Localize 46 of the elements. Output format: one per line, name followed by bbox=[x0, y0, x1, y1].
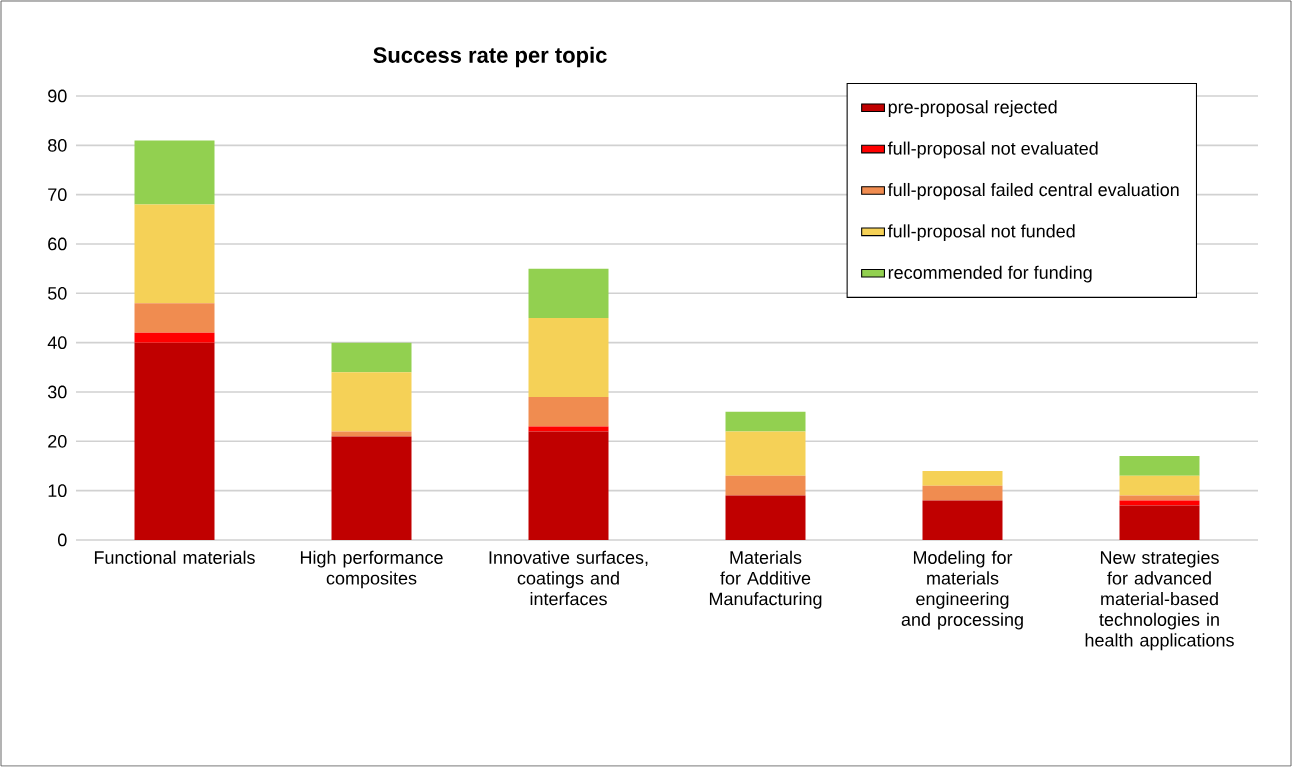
y-tick-label: 0 bbox=[58, 533, 67, 547]
x-tick-label: Functional materials bbox=[94, 550, 255, 564]
bar bbox=[331, 342, 412, 373]
y-tick-label: 10 bbox=[48, 484, 67, 498]
bar bbox=[528, 396, 609, 427]
bar bbox=[725, 411, 806, 432]
y-tick-label: 70 bbox=[48, 188, 67, 202]
x-tick-label: Modeling for materials engineering and processing bbox=[901, 550, 1023, 630]
bar bbox=[922, 500, 1003, 540]
bar bbox=[725, 495, 806, 540]
x-tick-label: High performance composites bbox=[300, 550, 443, 589]
legend-label: full-proposal not evaluated bbox=[887, 141, 1098, 159]
bar bbox=[528, 268, 609, 318]
y-tick-label: 60 bbox=[48, 237, 67, 251]
legend-label: full-proposal failed central evaluation bbox=[887, 182, 1179, 200]
x-tick-label: New strategies for advanced material-based technologies in health applications bbox=[1085, 550, 1234, 651]
bar bbox=[134, 303, 215, 333]
x-tick-label: Innovative surfaces, coatings and interfaces bbox=[489, 550, 648, 606]
legend-label: recommended for funding bbox=[888, 265, 1092, 283]
bar bbox=[922, 485, 1003, 501]
bar bbox=[134, 140, 215, 205]
bar bbox=[331, 372, 412, 432]
y-tick-label: 30 bbox=[47, 385, 67, 399]
bar bbox=[528, 317, 609, 397]
chart-title: Success rate per topic bbox=[373, 46, 607, 68]
x-tick-label: Materials for Additive Manufacturing bbox=[709, 550, 822, 609]
bar bbox=[331, 436, 412, 540]
y-tick-label: 90 bbox=[48, 89, 67, 103]
bar bbox=[1119, 475, 1200, 496]
y-tick-label: 50 bbox=[47, 286, 67, 300]
bar bbox=[528, 431, 609, 540]
bar bbox=[331, 431, 412, 437]
bar bbox=[725, 431, 806, 476]
y-tick-label: 80 bbox=[48, 138, 67, 152]
bar bbox=[1119, 456, 1200, 476]
bar bbox=[1119, 505, 1200, 540]
bar bbox=[134, 342, 215, 540]
bar bbox=[134, 332, 215, 343]
bar bbox=[922, 470, 1003, 486]
y-tick-label: 40 bbox=[47, 336, 67, 350]
legend-label: full-proposal not funded bbox=[887, 224, 1075, 242]
bar bbox=[134, 204, 215, 304]
bar bbox=[1119, 495, 1200, 501]
bar bbox=[725, 475, 806, 496]
y-tick-label: 20 bbox=[48, 434, 67, 448]
legend-label: pre-proposal rejected bbox=[888, 100, 1057, 117]
